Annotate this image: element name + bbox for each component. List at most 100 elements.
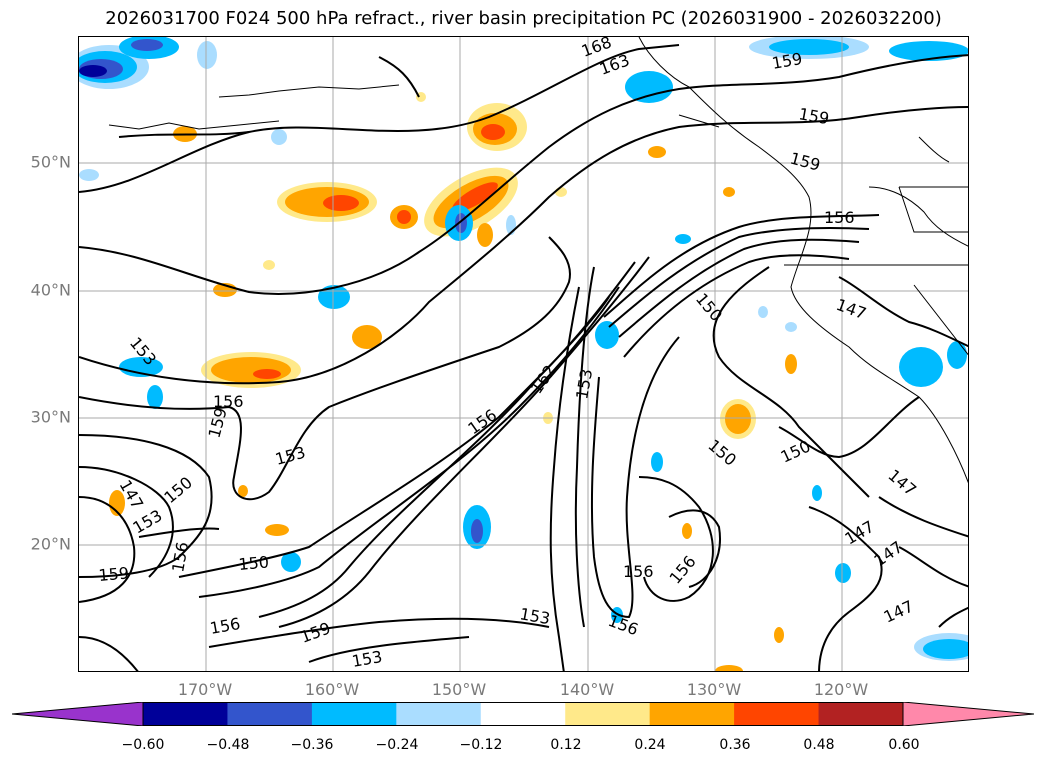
shade-negative: [923, 639, 968, 659]
shade-negative: [271, 129, 287, 145]
lon-label-170w: 170°W: [177, 680, 233, 699]
contour-label: 156: [168, 540, 192, 573]
contour-label: 156: [606, 611, 641, 639]
shade-negative: [651, 452, 663, 472]
coastlines: [108, 37, 968, 484]
shade-positive: [397, 210, 411, 224]
contour-label: 147: [870, 537, 906, 570]
contour-label: 156: [824, 208, 855, 227]
contour-label: 162: [527, 361, 560, 397]
shade-positive: [648, 146, 666, 158]
lon-label-130w: 130°W: [686, 680, 742, 699]
shade-positive: [265, 524, 289, 536]
lat-label-30n: 30°N: [30, 407, 71, 427]
lon-label-160w: 160°W: [304, 680, 360, 699]
contour-label-group: 168 163 159 159 159 156 150 147 153 156 …: [98, 37, 920, 671]
map-canvas: 168 163 159 159 159 156 150 147 153 156 …: [79, 37, 968, 671]
colorbar-extend-low: [12, 702, 144, 726]
colorbar-extend-high: [902, 702, 1034, 726]
contour-label: 159: [298, 618, 333, 646]
lon-label-120w: 120°W: [813, 680, 869, 699]
colorbar-tick: −0.36: [290, 737, 334, 753]
shade-positive: [723, 187, 735, 197]
contour-label: 147: [881, 596, 917, 626]
colorbar-tick: 0.60: [888, 737, 920, 753]
shade-positive: [715, 665, 743, 671]
shade-positive: [211, 357, 291, 383]
contour-label: 159: [797, 104, 830, 128]
contour-label: 153: [273, 443, 307, 469]
colorbar-tick: 0.36: [719, 737, 751, 753]
colorbar-tick: 0.48: [803, 737, 835, 753]
colorbar-segment: [480, 702, 566, 726]
shade-negative: [131, 39, 163, 51]
shade-positive: [785, 354, 797, 374]
shade-positive: [555, 187, 567, 197]
contour-label: 147: [834, 295, 869, 323]
contour-label: 156: [623, 562, 654, 581]
shade-positive: [682, 523, 692, 539]
colorbar-tick: −0.24: [375, 737, 419, 753]
colorbar: [12, 702, 1034, 726]
shaded-anomalies: [79, 37, 968, 671]
shade-negative: [147, 385, 163, 409]
contour-label: 159: [98, 563, 130, 585]
colorbar-segment: [565, 702, 651, 726]
shade-positive: [263, 260, 275, 270]
graticule: [79, 37, 968, 671]
lat-label-40n: 40°N: [30, 280, 71, 300]
refractivity-contours: [79, 44, 968, 671]
shade-positive: [352, 325, 382, 349]
shade-negative: [758, 306, 768, 318]
contour-label: 159: [770, 49, 803, 73]
contour-label: 153: [350, 647, 383, 671]
shade-positive: [452, 182, 498, 212]
shade-negative: [785, 322, 797, 332]
contour-label: 159: [205, 406, 231, 440]
shade-negative: [455, 213, 467, 233]
shade-positive: [253, 369, 281, 379]
contour-label: 150: [692, 289, 726, 325]
colorbar-segment: [143, 702, 228, 726]
shade-positive: [481, 124, 505, 140]
contour-label: 156: [208, 614, 241, 638]
shade-negative: [769, 39, 849, 55]
colorbar-segment: [396, 702, 482, 726]
shade-positive: [477, 223, 493, 247]
shade-positive: [238, 485, 248, 497]
shade-negative: [79, 65, 107, 77]
contour-label: 150: [778, 436, 814, 466]
contour-label: 147: [842, 517, 878, 549]
colorbar-segment: [649, 702, 735, 726]
lat-label-20n: 20°N: [30, 534, 71, 554]
shade-negative: [675, 234, 691, 244]
colorbar-tick: −0.12: [459, 737, 503, 753]
colorbar-segment: [818, 702, 904, 726]
shade-positive: [323, 195, 359, 211]
shade-negative: [947, 341, 967, 369]
shade-negative: [595, 321, 619, 349]
shade-negative: [812, 485, 822, 501]
map-panel: 168 163 159 159 159 156 150 147 153 156 …: [78, 36, 969, 672]
shade-negative: [835, 563, 851, 583]
shade-negative: [79, 169, 99, 181]
colorbar-tick: −0.60: [121, 737, 165, 753]
contour-label: 153: [518, 604, 551, 628]
lon-label-140w: 140°W: [559, 680, 615, 699]
shade-negative: [471, 519, 483, 543]
shade-positive: [774, 627, 784, 643]
shade-negative: [281, 552, 301, 572]
contour-label: 150: [704, 436, 740, 470]
colorbar-frame: [142, 702, 904, 726]
shade-negative: [899, 347, 943, 387]
shade-negative: [197, 41, 217, 69]
colorbar-segment: [734, 702, 820, 726]
colorbar-segment: [227, 702, 313, 726]
colorbar-segment: [311, 702, 397, 726]
contour-label: 150: [238, 552, 270, 574]
lon-label-150w: 150°W: [431, 680, 487, 699]
contour-label: 156: [464, 405, 500, 438]
colorbar-tick: −0.48: [206, 737, 250, 753]
contour-label: 156: [213, 392, 244, 411]
colorbar-tick: 0.24: [634, 737, 666, 753]
